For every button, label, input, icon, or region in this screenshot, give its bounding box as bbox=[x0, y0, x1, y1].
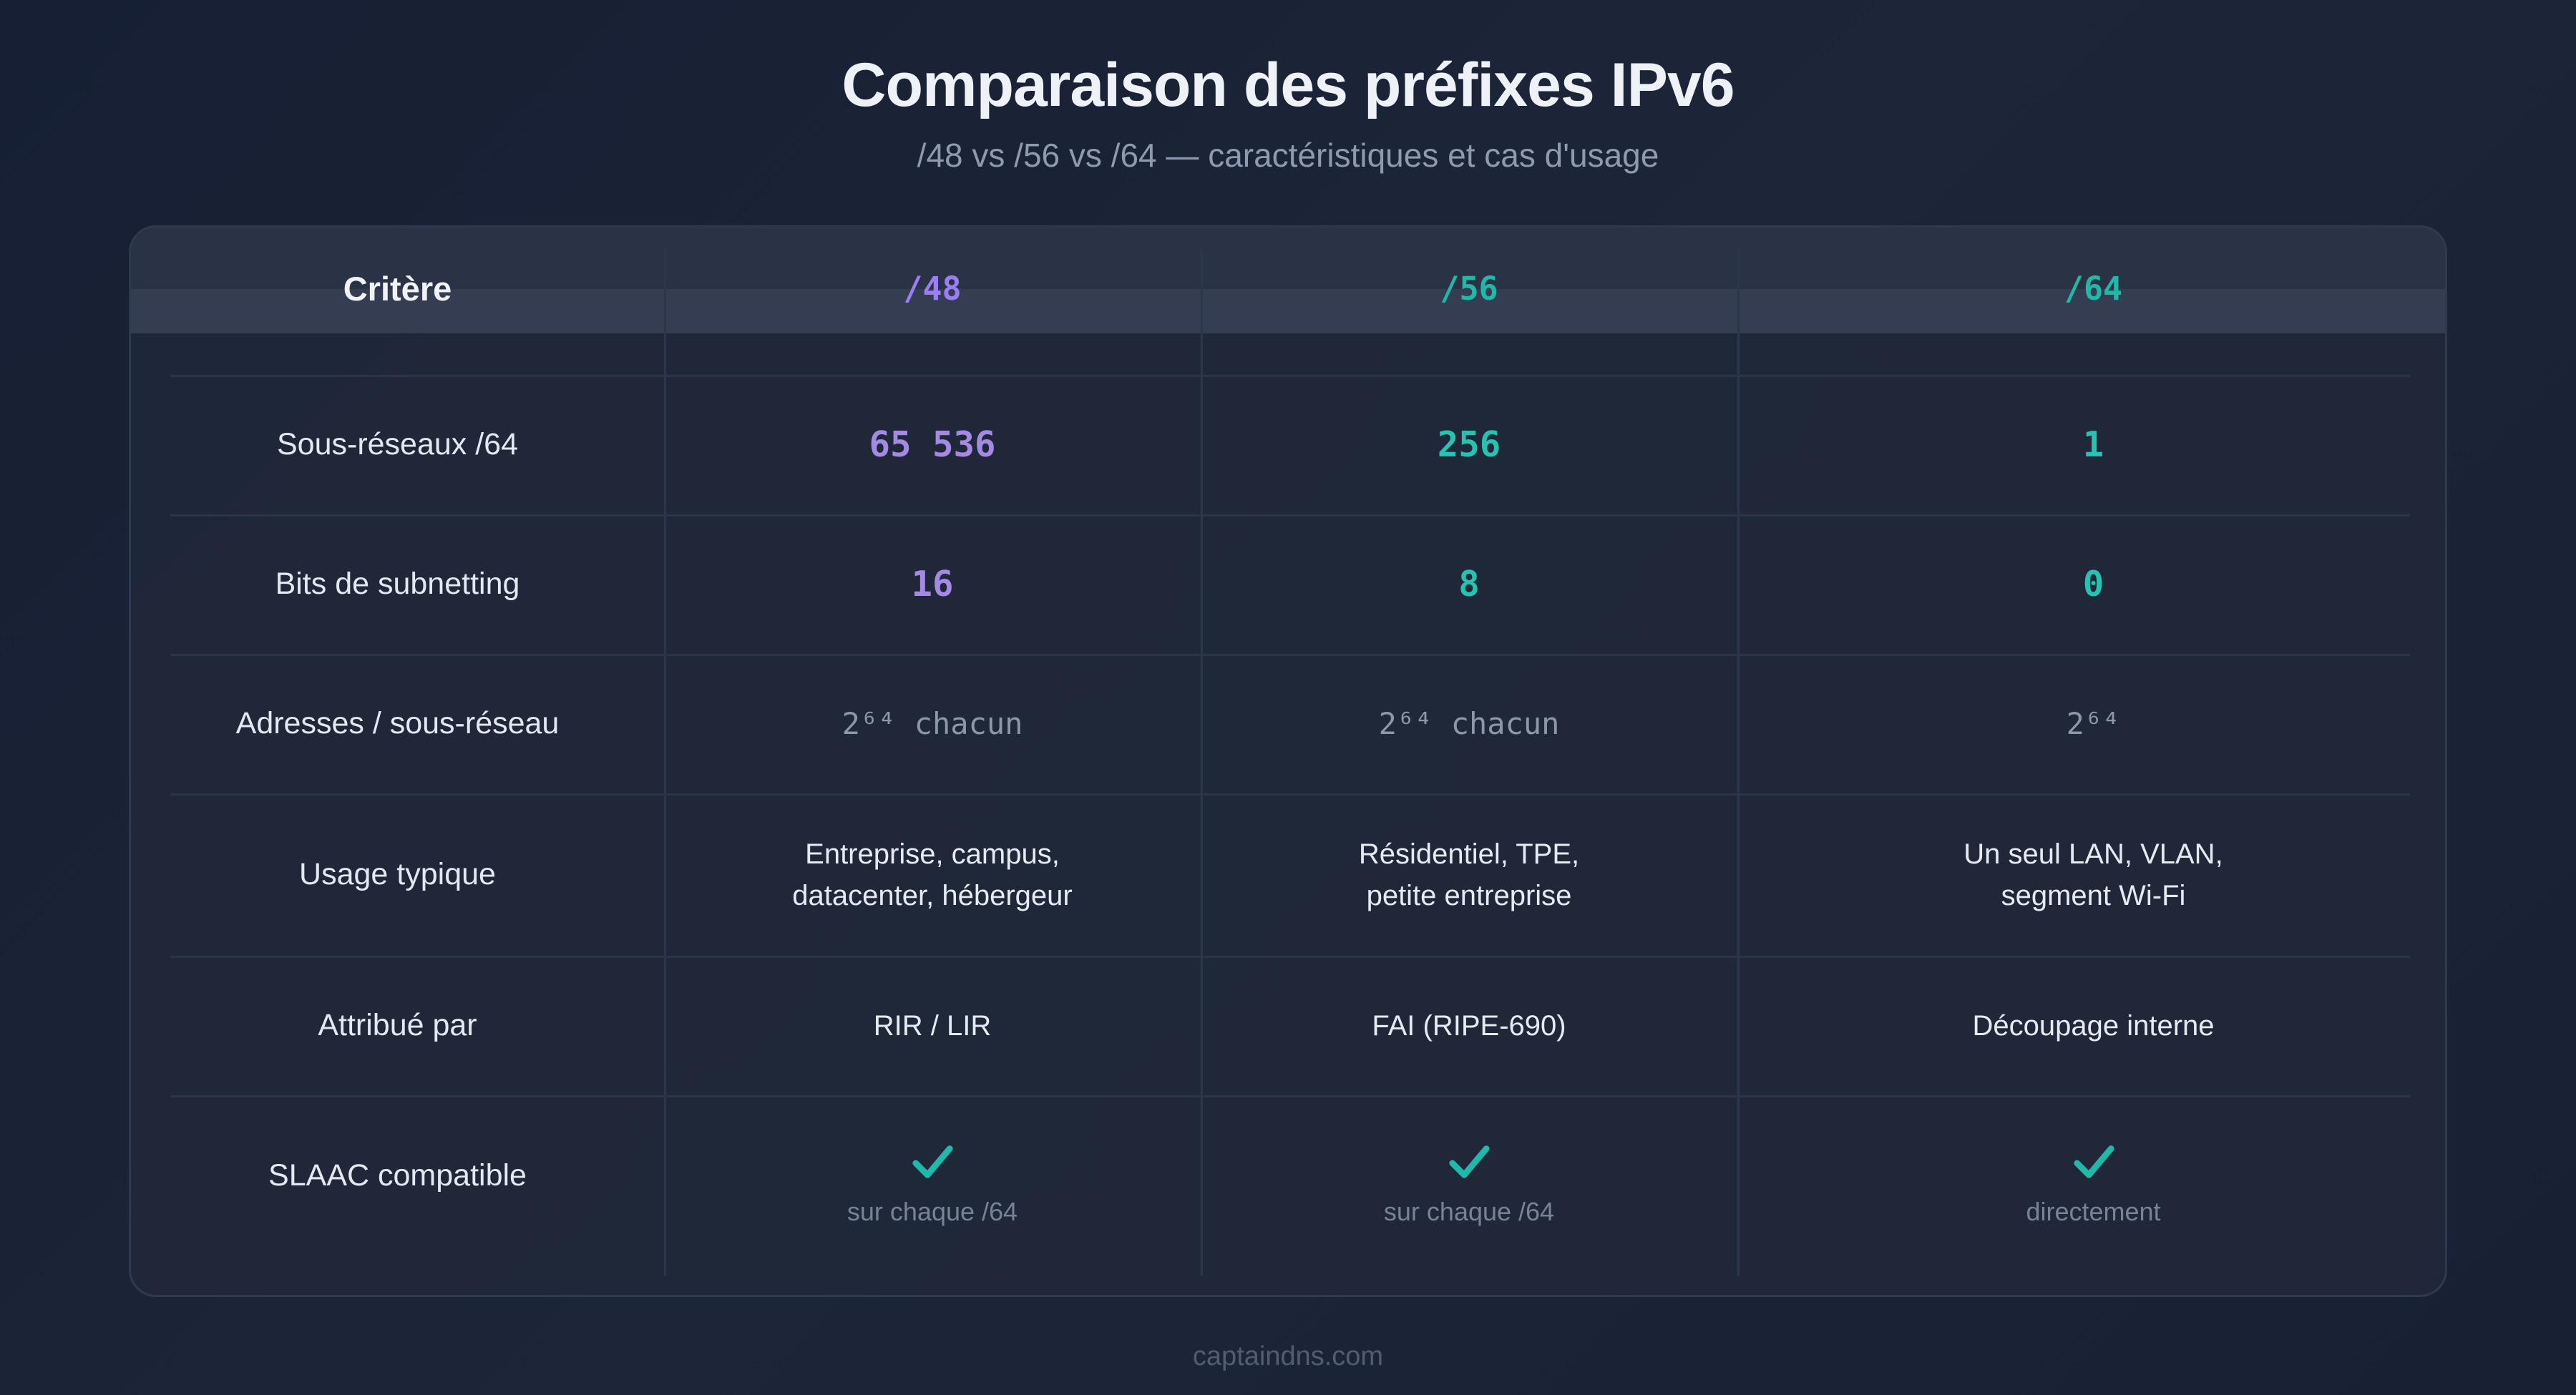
bits-48-value: 16 bbox=[911, 564, 954, 604]
usage-48-value: Entreprise, campus, datacenter, hébergeu… bbox=[664, 793, 1201, 956]
addresses-64-value: 2⁶⁴ bbox=[2066, 706, 2121, 741]
usage-56-value: Résidentiel, TPE, petite entreprise bbox=[1201, 793, 1737, 956]
row-divider bbox=[170, 1095, 2410, 1097]
slaac-64-note: directement bbox=[2026, 1196, 2161, 1226]
page-subtitle: /48 vs /56 vs /64 — caractéristiques et … bbox=[917, 137, 1659, 174]
slaac-48-value: sur chaque /64 bbox=[664, 1095, 1201, 1295]
header-criterion: Critère bbox=[343, 269, 452, 308]
bits-56-value: 8 bbox=[1458, 564, 1480, 604]
row-label-slaac: SLAAC compatible bbox=[268, 1158, 527, 1193]
row-divider bbox=[170, 956, 2410, 958]
assigned-56-value: FAI (RIPE-690) bbox=[1372, 1009, 1566, 1042]
usage-64-line-1: Un seul LAN, VLAN, bbox=[1963, 838, 2223, 870]
check-icon bbox=[2073, 1145, 2114, 1178]
usage-56-line-2: petite entreprise bbox=[1366, 879, 1572, 911]
usage-56-line-1: Résidentiel, TPE, bbox=[1358, 838, 1580, 870]
usage-48-line-2: datacenter, hébergeur bbox=[792, 879, 1073, 911]
table-header-band bbox=[131, 227, 2445, 333]
subnets-48-value: 65 536 bbox=[869, 424, 996, 465]
header-prefix-56: /56 bbox=[1440, 269, 1498, 308]
slaac-48-note: sur chaque /64 bbox=[847, 1196, 1018, 1226]
subnets-64-value: 1 bbox=[2082, 424, 2104, 465]
assigned-48-value: RIR / LIR bbox=[873, 1009, 992, 1042]
row-label-subnets: Sous-réseaux /64 bbox=[276, 427, 519, 462]
header-prefix-64: /64 bbox=[2064, 269, 2123, 308]
assigned-64-value: Découpage interne bbox=[1972, 1009, 2215, 1042]
row-divider bbox=[170, 654, 2410, 656]
bits-64-value: 0 bbox=[2082, 564, 2104, 604]
usage-48-line-1: Entreprise, campus, bbox=[805, 838, 1060, 870]
header-prefix-48: /48 bbox=[903, 269, 962, 308]
row-label-bits: Bits de subnetting bbox=[275, 567, 520, 602]
slaac-56-value: sur chaque /64 bbox=[1201, 1095, 1737, 1295]
check-icon bbox=[1449, 1145, 1490, 1178]
check-icon bbox=[912, 1145, 953, 1178]
column-divider bbox=[664, 249, 666, 1276]
column-divider bbox=[1737, 249, 1740, 1276]
addresses-56-value: 2⁶⁴ chacun bbox=[1378, 706, 1560, 741]
row-label-addresses: Adresses / sous-réseau bbox=[235, 706, 560, 741]
comparison-table: Critère /48 /56 /64 Sous-réseaux /64 65 … bbox=[129, 225, 2447, 1297]
row-divider bbox=[170, 793, 2410, 796]
usage-64-value: Un seul LAN, VLAN, segment Wi-Fi bbox=[1737, 793, 2445, 956]
row-label-assigned: Attribué par bbox=[318, 1008, 477, 1043]
addresses-48-value: 2⁶⁴ chacun bbox=[841, 706, 1023, 741]
row-divider bbox=[170, 514, 2410, 517]
row-label-usage: Usage typique bbox=[299, 857, 496, 892]
slaac-64-value: directement bbox=[1737, 1095, 2445, 1295]
column-divider bbox=[1201, 249, 1203, 1276]
subnets-56-value: 256 bbox=[1437, 424, 1501, 465]
usage-64-line-2: segment Wi-Fi bbox=[2001, 879, 2186, 911]
page-title: Comparaison des préfixes IPv6 bbox=[841, 51, 1735, 119]
footer-domain: captaindns.com bbox=[1192, 1341, 1384, 1371]
slaac-56-note: sur chaque /64 bbox=[1383, 1196, 1555, 1226]
row-divider bbox=[170, 375, 2410, 377]
